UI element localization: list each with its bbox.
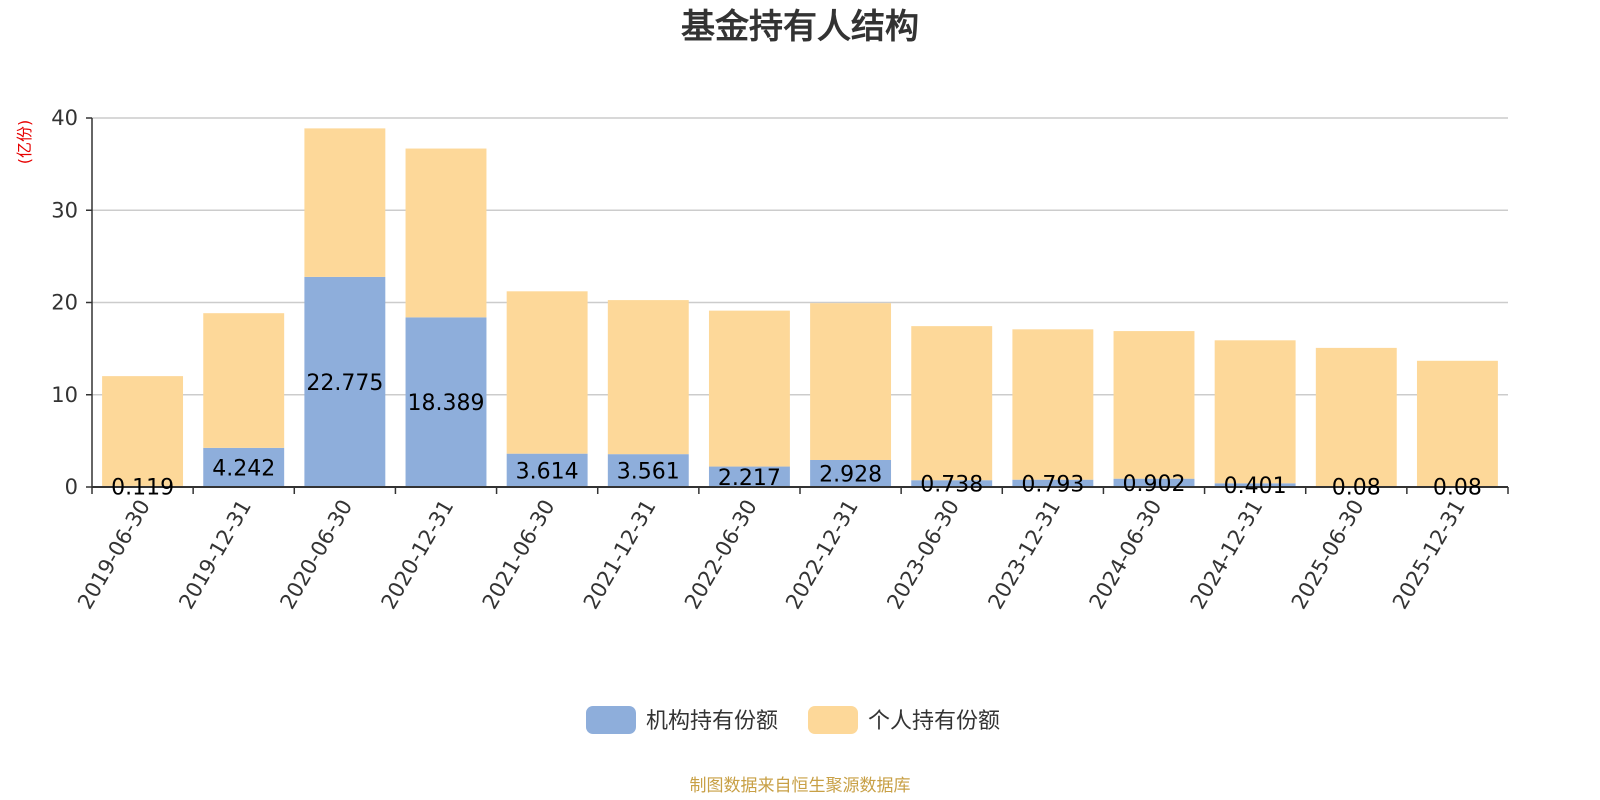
bar-individual (1214, 340, 1296, 484)
bar-institutional (911, 480, 993, 487)
bar-individual (1416, 360, 1498, 487)
legend-item[interactable]: 个人持有份额 (808, 706, 1000, 734)
data-label-institutional: 0.401 (1224, 474, 1287, 499)
x-tick-label: 2019-06-30 (73, 496, 155, 614)
data-label-institutional: 0.08 (1332, 476, 1381, 501)
bar-individual (1113, 331, 1195, 479)
x-tick-label: 2019-12-31 (174, 496, 256, 614)
bar-institutional (1214, 483, 1296, 487)
bar-individual (708, 310, 790, 467)
bar-institutional (506, 453, 588, 487)
legend-swatch (808, 706, 858, 734)
x-tick-label: 2023-12-31 (983, 496, 1065, 614)
data-label-institutional: 0.08 (1433, 476, 1482, 501)
bar-individual (203, 313, 285, 448)
data-label-institutional: 0.793 (1021, 472, 1084, 497)
bar-institutional (810, 459, 892, 487)
data-label-institutional: 0.902 (1123, 472, 1186, 497)
y-tick-label: 30 (51, 198, 78, 222)
bar-individual (607, 300, 689, 455)
x-tick-label: 2020-06-30 (275, 496, 357, 614)
y-tick-label: 10 (51, 383, 78, 407)
data-labels: 0.119 4.242 22.775 18.389 3.614 3.561 2.217 2.9… (111, 371, 1482, 501)
bar-institutional (1113, 478, 1195, 487)
data-label-institutional: 2.217 (718, 466, 781, 491)
bar-institutional (708, 466, 790, 487)
chart-title: 基金持有人结构 (681, 7, 919, 47)
legend-swatch (586, 706, 636, 734)
legend[interactable]: 机构持有份额 个人持有份额 (586, 706, 1000, 734)
data-label-institutional: 2.928 (819, 462, 882, 487)
bar-individual (304, 128, 386, 277)
bar-individual (102, 376, 184, 486)
bar-individual (1315, 347, 1397, 487)
bar-institutional (203, 447, 285, 487)
bar-institutional (405, 317, 487, 487)
x-tick-label: 2021-12-31 (579, 496, 661, 614)
bar-institutional (607, 454, 689, 487)
data-label-institutional: 3.561 (617, 460, 680, 485)
x-tick-label: 2024-06-30 (1085, 496, 1167, 614)
x-tick-label: 2021-06-30 (478, 496, 560, 614)
legend-label: 个人持有份额 (868, 709, 1000, 734)
bars (102, 128, 1498, 487)
x-tick-label: 2020-12-31 (377, 496, 459, 614)
data-label-institutional: 0.738 (920, 473, 983, 498)
legend-item[interactable]: 机构持有份额 (586, 706, 778, 734)
bar-individual (911, 326, 993, 481)
data-label-institutional: 0.119 (111, 475, 174, 500)
bar-institutional (1012, 479, 1094, 487)
y-tick-label: 40 (51, 106, 78, 130)
data-label-institutional: 3.614 (516, 459, 579, 484)
x-tick-label: 2022-12-31 (781, 496, 863, 614)
bar-individual (405, 148, 487, 318)
bar-individual (1012, 329, 1094, 480)
source-note: 制图数据来自恒生聚源数据库 (690, 776, 911, 796)
x-tick-label: 2025-06-30 (1287, 496, 1369, 614)
bar-institutional (304, 276, 386, 487)
bar-individual (506, 291, 588, 454)
bar-individual (810, 303, 892, 460)
legend-label: 机构持有份额 (646, 709, 778, 734)
x-tick-label: 2022-06-30 (680, 496, 762, 614)
data-label-institutional: 18.389 (408, 391, 485, 416)
x-tick-label: 2023-06-30 (882, 496, 964, 614)
data-label-institutional: 4.242 (212, 456, 275, 481)
y-tick-label: 0 (65, 475, 78, 499)
x-tick-label: 2025-12-31 (1388, 496, 1470, 614)
data-label-institutional: 22.775 (306, 371, 383, 396)
y-axis-unit-label: (亿份) (15, 120, 34, 165)
y-tick-label: 20 (51, 291, 78, 315)
x-tick-label: 2024-12-31 (1186, 496, 1268, 614)
